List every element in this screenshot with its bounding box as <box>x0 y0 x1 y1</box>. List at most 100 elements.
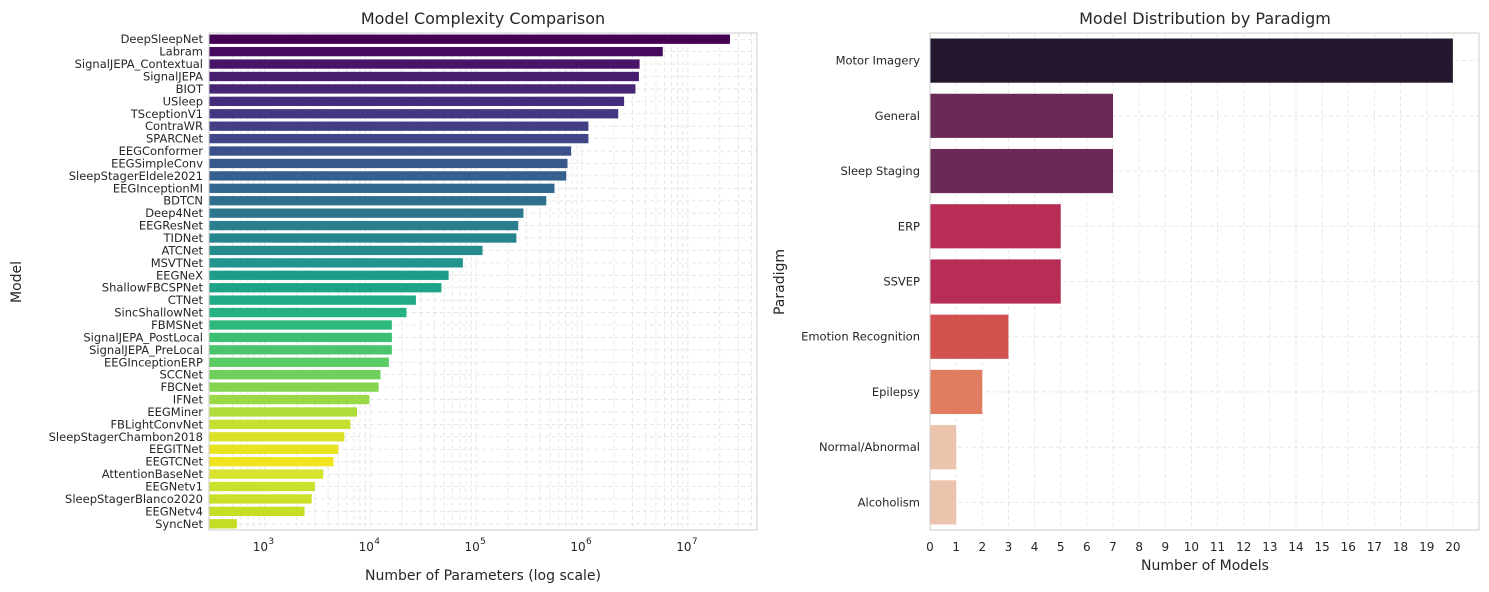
bar <box>209 370 381 380</box>
y-tick-label: EEGTCNet <box>145 455 203 469</box>
plot-area <box>929 32 1480 531</box>
y-tick-label: Alcoholism <box>858 495 920 509</box>
bar <box>209 394 370 405</box>
y-tick-label: IFNet <box>173 393 204 407</box>
x-tick-label: 11 <box>1210 540 1225 554</box>
y-tick-label: DeepSleepNet <box>121 32 204 46</box>
y-tick-label: EEGMiner <box>147 405 203 419</box>
y-tick-label: FBMSNet <box>151 318 203 332</box>
x-tick-labels: 10 3 10 4 10 5 10 6 10 7 <box>253 537 698 554</box>
y-tick-label: Motor Imagery <box>836 54 921 68</box>
bar <box>209 382 379 392</box>
bar <box>930 204 1061 249</box>
bar <box>930 314 1009 359</box>
y-tick-label: EEGNetv4 <box>145 504 203 518</box>
x-tick-exponent: 3 <box>268 537 274 547</box>
bar <box>209 84 636 94</box>
y-tick-label: USleep <box>163 94 203 108</box>
bar <box>209 345 392 355</box>
x-axis-label: Number of Models <box>1141 558 1269 574</box>
x-tick-exponent: 7 <box>692 537 698 547</box>
x-tick-labels: 0 1 2 3 4 5 6 7 8 9 10 11 12 13 14 15 16 17 18 19 20 <box>926 540 1460 554</box>
x-tick-label: 1 <box>952 540 960 554</box>
y-tick-label: SleepStagerEldele2021 <box>69 169 203 183</box>
plot-area <box>208 32 758 531</box>
y-tick-label: EEGResNet <box>139 219 204 233</box>
y-tick-label: ATCNet <box>161 243 203 257</box>
bar <box>209 295 416 305</box>
model-complexity-chart: Model Complexity Comparison DeepSleepNet… <box>9 9 758 584</box>
bar <box>930 38 1453 83</box>
bar <box>209 506 305 517</box>
bar <box>930 259 1061 304</box>
x-tick-label: 3 <box>1005 540 1013 554</box>
y-axis-label: Paradigm <box>772 249 788 315</box>
x-tick-label: 2 <box>978 540 986 554</box>
x-tick-label: 15 <box>1315 540 1330 554</box>
bar <box>209 407 358 417</box>
x-tick-label: 10 <box>676 540 691 554</box>
x-tick-label: 10 <box>570 540 585 554</box>
y-tick-label: SignalJEPA <box>143 69 203 83</box>
y-tick-label: SincShallowNet <box>114 306 203 320</box>
x-tick-label: 5 <box>1057 540 1065 554</box>
chart-title: Model Complexity Comparison <box>361 9 605 28</box>
bar <box>209 245 483 256</box>
bar <box>209 469 324 479</box>
bar <box>209 233 517 243</box>
bar <box>209 481 315 492</box>
bar <box>209 196 547 206</box>
y-tick-label: Deep4Net <box>145 206 203 220</box>
bars <box>209 34 730 529</box>
bar <box>209 171 567 181</box>
bar <box>209 133 589 144</box>
y-tick-label: SleepStagerBlanco2020 <box>65 492 203 506</box>
bar <box>209 444 339 454</box>
y-tick-label: EEGConformer <box>119 144 204 158</box>
y-tick-label: SleepStagerChambon2018 <box>49 430 203 444</box>
x-tick-label: 10 <box>253 540 268 554</box>
bar <box>209 258 463 268</box>
y-axis-label: Model <box>9 261 25 303</box>
x-tick-label: 14 <box>1288 540 1303 554</box>
x-tick-label: 20 <box>1445 540 1460 554</box>
y-tick-label: SignalJEPA_PreLocal <box>89 343 203 357</box>
y-tick-label: Epilepsy <box>872 385 920 399</box>
y-tick-label: Emotion Recognition <box>801 330 920 344</box>
y-tick-label: TIDNet <box>163 231 204 245</box>
bar <box>209 457 334 467</box>
paradigm-distribution-chart: Model Distribution by Paradigm Motor Ima… <box>772 9 1480 574</box>
y-tick-label: EEGNeX <box>156 268 203 282</box>
x-tick-label: 10 <box>1184 540 1199 554</box>
x-tick-exponent: 6 <box>586 537 592 547</box>
y-tick-label: BIOT <box>176 82 204 96</box>
y-tick-label: CTNet <box>168 293 204 307</box>
x-tick-label: 8 <box>1135 540 1143 554</box>
x-tick-label: 0 <box>926 540 934 554</box>
y-tick-label: SignalJEPA_Contextual <box>75 57 203 71</box>
y-tick-label: Sleep Staging <box>840 164 920 178</box>
y-tick-label: EEGITNet <box>149 442 204 456</box>
x-tick-exponent: 4 <box>374 537 380 547</box>
x-tick-label: 10 <box>359 540 374 554</box>
y-tick-label: Normal/Abnormal <box>819 440 920 454</box>
bar <box>209 71 639 82</box>
bar <box>209 270 449 280</box>
y-tick-labels: DeepSleepNetLabramSignalJEPA_ContextualS… <box>49 32 204 531</box>
x-tick-label: 18 <box>1393 540 1408 554</box>
bar <box>930 93 1113 138</box>
y-tick-label: BDTCN <box>163 194 203 208</box>
x-tick-label: 16 <box>1341 540 1356 554</box>
x-tick-label: 10 <box>464 540 479 554</box>
y-tick-label: EEGInceptionMI <box>113 181 203 195</box>
x-tick-label: 19 <box>1419 540 1434 554</box>
bar <box>209 307 407 318</box>
bar <box>209 183 555 193</box>
y-tick-label: SyncNet <box>155 517 203 531</box>
y-tick-label: FBCNet <box>160 380 203 394</box>
bar <box>930 480 957 525</box>
y-tick-label: SCCNet <box>159 368 203 382</box>
y-tick-label: SignalJEPA_PostLocal <box>83 330 203 344</box>
y-tick-label: AttentionBaseNet <box>102 467 204 481</box>
